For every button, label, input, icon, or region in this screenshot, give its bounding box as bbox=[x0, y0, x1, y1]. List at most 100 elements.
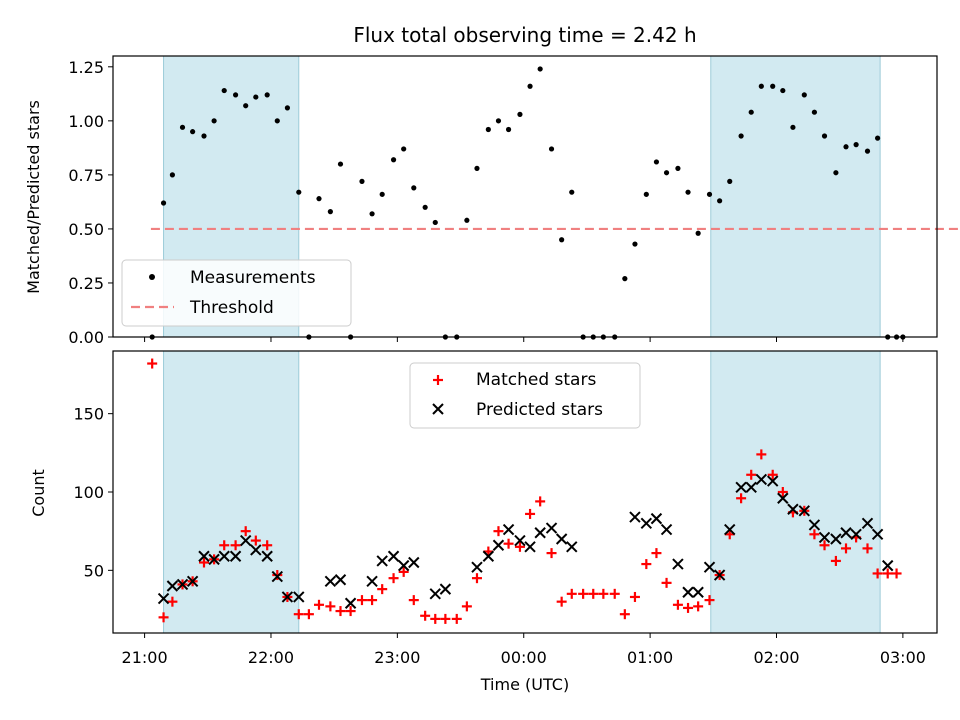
measurement-point bbox=[264, 92, 270, 98]
matched-point bbox=[293, 609, 304, 620]
y-tick-label: 1.25 bbox=[68, 58, 104, 77]
matched-point bbox=[578, 588, 589, 599]
matched-point bbox=[588, 588, 599, 599]
measurement-point bbox=[201, 133, 207, 139]
predicted-point bbox=[672, 558, 684, 570]
bottom-y-ticks: 50 100 150 bbox=[73, 405, 113, 580]
legend-predicted-label: Predicted stars bbox=[476, 400, 603, 420]
predicted-point bbox=[566, 541, 578, 553]
measurement-point bbox=[401, 146, 407, 152]
predicted-point bbox=[324, 575, 337, 588]
predicted-point bbox=[534, 527, 546, 539]
predicted-point bbox=[545, 522, 558, 534]
matched-point bbox=[756, 449, 767, 460]
measurement-point bbox=[738, 133, 744, 139]
measurement-point bbox=[695, 230, 701, 236]
matched-point bbox=[830, 555, 841, 566]
matched-point bbox=[408, 595, 419, 606]
predicted-point bbox=[239, 534, 252, 547]
predicted-point bbox=[502, 523, 515, 536]
matched-point bbox=[377, 584, 388, 595]
y-tick-label: 0.75 bbox=[68, 166, 104, 185]
predicted-point bbox=[798, 505, 811, 517]
matched-point bbox=[335, 606, 346, 617]
predicted-point bbox=[524, 541, 536, 553]
predicted-point bbox=[250, 544, 262, 556]
measurement-points bbox=[149, 66, 906, 340]
predicted-point bbox=[787, 503, 799, 515]
predicted-point bbox=[293, 591, 305, 603]
predicted-point bbox=[261, 550, 273, 562]
measurement-point bbox=[474, 165, 480, 171]
legend-predicted-marker bbox=[432, 403, 444, 415]
predicted-point bbox=[482, 550, 495, 562]
matched-point bbox=[704, 595, 715, 606]
matched-point bbox=[535, 496, 546, 507]
measurement-point bbox=[179, 124, 186, 130]
measurement-point bbox=[160, 200, 167, 206]
matched-point bbox=[167, 596, 178, 607]
matched-point bbox=[430, 613, 441, 624]
matched-point bbox=[503, 538, 514, 549]
x-tick-label: 01:00 bbox=[627, 648, 673, 667]
measurement-point bbox=[548, 146, 555, 152]
measurement-point bbox=[685, 189, 691, 195]
matched-point bbox=[651, 548, 662, 559]
matched-point bbox=[230, 540, 241, 551]
predicted-point bbox=[850, 528, 862, 541]
matched-point bbox=[862, 543, 873, 554]
measurement-point bbox=[517, 111, 523, 117]
predicted-point bbox=[703, 561, 716, 573]
predicted-point bbox=[861, 517, 874, 530]
measurement-point bbox=[653, 159, 660, 165]
measurement-point bbox=[569, 189, 575, 195]
predicted-stars-points bbox=[157, 473, 894, 609]
legend-measurements-marker bbox=[149, 274, 155, 280]
predicted-point bbox=[871, 528, 884, 541]
predicted-point bbox=[640, 517, 653, 530]
matched-point bbox=[598, 588, 609, 599]
matched-point bbox=[566, 588, 577, 599]
chart-title: Flux total observing time = 2.42 h bbox=[353, 23, 696, 47]
predicted-point bbox=[492, 539, 505, 551]
matched-point bbox=[746, 469, 757, 480]
predicted-point bbox=[429, 588, 441, 600]
predicted-point bbox=[514, 534, 526, 547]
matched-point bbox=[777, 487, 788, 497]
predicted-point bbox=[830, 533, 842, 545]
bottom-legend-box bbox=[409, 362, 641, 429]
legend-measurements-label: Measurements bbox=[190, 268, 316, 288]
measurement-point bbox=[801, 92, 807, 98]
matched-point bbox=[619, 609, 630, 620]
legend-matched-label: Matched stars bbox=[476, 370, 596, 390]
measurement-point bbox=[232, 92, 239, 98]
measurement-point bbox=[359, 178, 365, 184]
shaded-interval bbox=[163, 350, 300, 634]
measurement-point bbox=[843, 144, 849, 150]
measurement-point bbox=[190, 129, 196, 135]
measurement-point bbox=[559, 237, 565, 243]
matched-point bbox=[314, 599, 324, 610]
measurement-point bbox=[632, 241, 638, 247]
measurement-point bbox=[327, 209, 333, 215]
matched-point bbox=[219, 540, 230, 551]
measurement-point bbox=[337, 161, 344, 167]
bottom-shaded-intervals bbox=[163, 350, 881, 634]
matched-point bbox=[388, 573, 399, 584]
x-tick-label: 23:00 bbox=[374, 648, 420, 667]
predicted-point bbox=[376, 555, 388, 567]
measurement-point bbox=[758, 83, 764, 89]
predicted-point bbox=[218, 550, 230, 562]
matched-point bbox=[661, 577, 672, 588]
matched-point bbox=[262, 540, 273, 551]
matched-point bbox=[440, 613, 451, 624]
predicted-point bbox=[408, 556, 420, 569]
x-tick-label: 02:00 bbox=[753, 648, 799, 667]
matched-point bbox=[356, 595, 367, 606]
bottom-y-axis-label: Count bbox=[29, 469, 48, 517]
matched-point bbox=[819, 540, 830, 551]
y-tick-label: 0.00 bbox=[68, 328, 104, 347]
top-legend: Measurements Threshold bbox=[121, 259, 352, 327]
matched-point bbox=[240, 526, 251, 537]
